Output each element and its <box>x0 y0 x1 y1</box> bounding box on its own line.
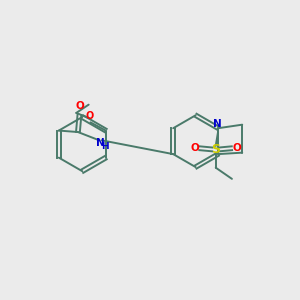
Text: O: O <box>232 143 241 153</box>
Text: N: N <box>96 138 105 148</box>
Text: O: O <box>190 143 199 153</box>
Text: N: N <box>213 119 222 129</box>
Text: S: S <box>211 143 220 156</box>
Text: H: H <box>101 142 109 151</box>
Text: O: O <box>85 111 94 121</box>
Text: O: O <box>75 101 84 111</box>
